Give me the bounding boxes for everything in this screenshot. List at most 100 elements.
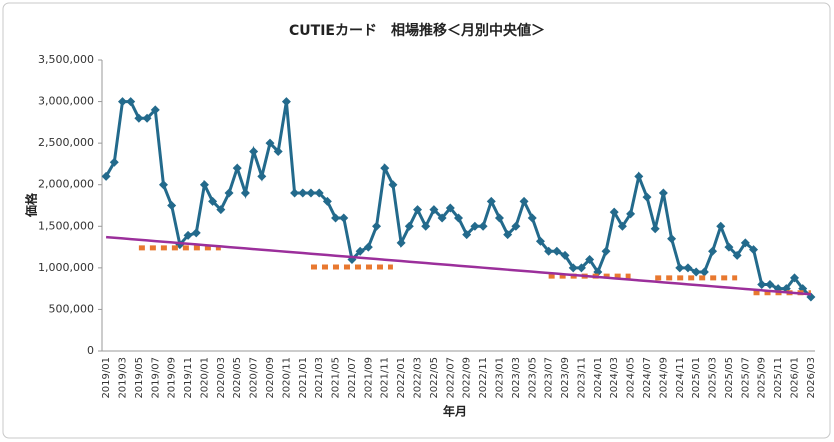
- marker: [667, 234, 677, 244]
- x-tick-label: 2020/01: [199, 357, 210, 399]
- marker: [109, 157, 119, 167]
- marker: [568, 263, 578, 273]
- marker: [462, 230, 472, 240]
- marker: [699, 267, 709, 277]
- marker: [634, 171, 644, 181]
- marker: [421, 221, 431, 231]
- marker: [339, 213, 349, 223]
- x-tick-label: 2023/09: [560, 357, 571, 399]
- marker: [167, 201, 177, 210]
- marker: [716, 221, 726, 231]
- x-tick-label: 2022/01: [396, 357, 407, 399]
- marker: [470, 221, 480, 231]
- marker: [691, 267, 701, 277]
- x-tick-label: 2025/03: [708, 357, 719, 399]
- x-tick-label: 2024/09: [658, 357, 669, 399]
- marker: [240, 188, 250, 198]
- marker: [601, 246, 611, 256]
- marker: [650, 224, 660, 234]
- x-tick-label: 2020/07: [249, 357, 260, 399]
- marker: [642, 192, 652, 202]
- marker: [199, 180, 209, 190]
- marker: [708, 246, 718, 256]
- marker: [224, 188, 234, 198]
- marker: [183, 230, 193, 240]
- x-tick-label: 2026/03: [806, 357, 817, 399]
- marker: [732, 250, 742, 260]
- x-tick-label: 2021/05: [331, 357, 342, 399]
- x-tick-label: 2021/07: [347, 357, 358, 399]
- marker: [478, 221, 488, 231]
- marker: [445, 203, 455, 213]
- y-tick-label: 0: [87, 344, 94, 357]
- marker: [429, 205, 439, 215]
- marker: [208, 196, 218, 206]
- marker: [503, 230, 513, 240]
- x-tick-label: 2022/07: [445, 357, 456, 399]
- marker: [511, 221, 521, 231]
- x-tick-label: 2025/09: [757, 357, 768, 399]
- marker: [454, 213, 463, 223]
- marker: [216, 205, 226, 215]
- chart-title: CUTIEカード 相場推移＜月別中央値＞: [289, 22, 545, 39]
- x-tick-label: 2025/05: [724, 357, 735, 399]
- y-tick-label: 500,000: [49, 302, 95, 315]
- x-tick-label: 2023/11: [576, 357, 587, 399]
- x-tick-label: 2024/03: [609, 357, 620, 399]
- y-tick-label: 3,500,000: [38, 53, 94, 66]
- x-tick-label: 2025/11: [773, 357, 784, 399]
- x-tick-label: 2023/01: [494, 357, 505, 399]
- marker: [232, 163, 242, 173]
- y-tick-label: 2,000,000: [38, 178, 94, 191]
- marker: [290, 188, 300, 198]
- x-tick-label: 2021/09: [363, 357, 374, 399]
- marker: [126, 97, 136, 107]
- x-tick-label: 2021/11: [380, 357, 391, 399]
- marker: [191, 228, 201, 238]
- marker: [257, 171, 267, 181]
- marker: [585, 255, 595, 265]
- x-tick-label: 2019/05: [134, 357, 145, 399]
- x-tick-label: 2020/03: [216, 357, 227, 399]
- marker: [609, 207, 619, 217]
- y-tick-label: 1,000,000: [38, 261, 94, 274]
- x-tick-label: 2024/07: [642, 357, 653, 399]
- marker: [757, 279, 767, 289]
- marker: [331, 213, 341, 223]
- y-axis-title: 価格: [24, 192, 39, 218]
- marker: [560, 250, 570, 260]
- marker: [158, 180, 168, 190]
- marker: [322, 196, 332, 206]
- x-tick-label: 2019/03: [117, 357, 128, 399]
- x-tick-label: 2020/09: [265, 357, 276, 399]
- marker: [372, 221, 382, 231]
- marker: [544, 246, 554, 256]
- marker: [314, 188, 324, 198]
- marker: [437, 213, 447, 223]
- x-tick-label: 2025/01: [691, 357, 702, 399]
- marker: [724, 242, 734, 252]
- marker: [347, 255, 357, 265]
- marker: [404, 221, 414, 231]
- x-tick-label: 2019/11: [183, 357, 194, 399]
- marker: [519, 196, 529, 206]
- trend-line: [105, 235, 812, 296]
- x-tick-label: 2019/07: [150, 357, 161, 399]
- x-axis-title: 年月: [443, 404, 467, 419]
- marker: [626, 209, 636, 219]
- x-tick-label: 2024/11: [675, 357, 686, 399]
- marker: [298, 188, 308, 198]
- marker: [249, 146, 259, 156]
- marker: [306, 188, 316, 198]
- marker: [675, 263, 685, 273]
- marker: [617, 221, 627, 231]
- x-tick-label: 2020/05: [232, 357, 243, 399]
- x-tick-label: 2021/03: [314, 357, 325, 399]
- marker: [527, 213, 537, 223]
- x-tick-label: 2025/07: [740, 357, 751, 399]
- x-tick-label: 2022/03: [413, 357, 424, 399]
- marker: [134, 113, 144, 123]
- x-tick-label: 2021/01: [298, 357, 309, 399]
- x-tick-label: 2020/11: [281, 357, 292, 399]
